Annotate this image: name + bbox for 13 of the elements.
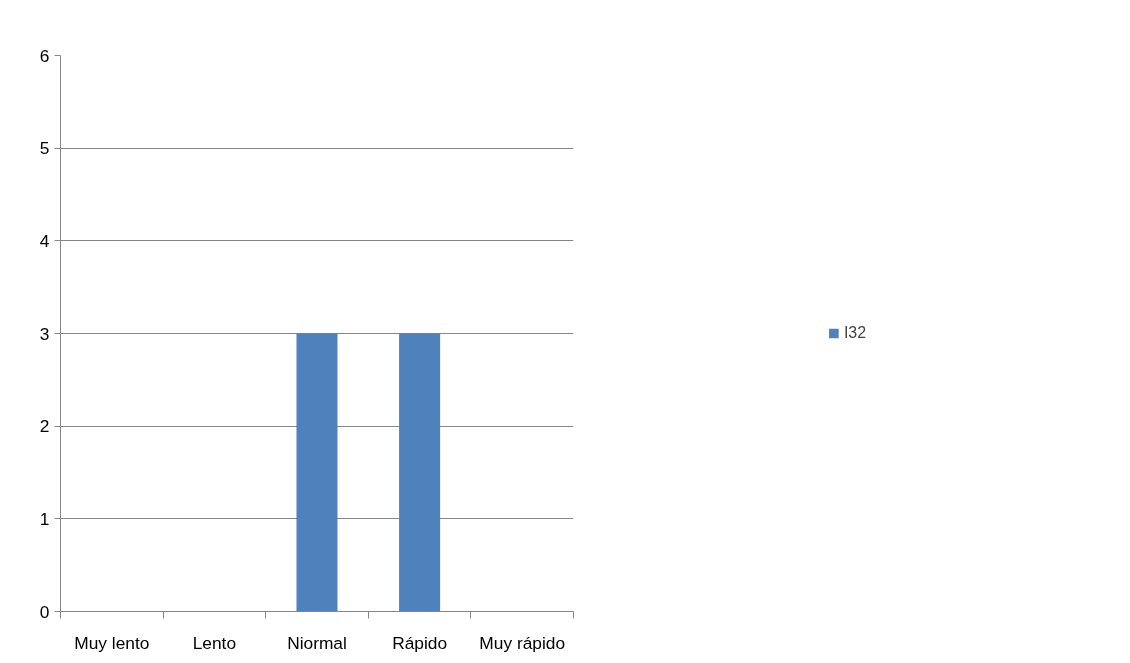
y-tick-label: 2 (39, 416, 50, 437)
y-tick-label: 4 (39, 230, 50, 251)
x-tick-label: Rápido (392, 632, 448, 653)
y-tick-label: 1 (39, 508, 50, 529)
x-tick-label: Niormal (287, 632, 347, 653)
x-tick-label: Muy rápido (479, 632, 566, 653)
x-tick-label: Lento (192, 632, 237, 653)
y-tick-label: 3 (39, 323, 50, 344)
y-tick-label: 5 (39, 138, 50, 159)
y-tick-label: 6 (39, 45, 50, 66)
x-tick-label: Muy lento (74, 632, 150, 653)
y-tick-label: 0 (39, 601, 50, 622)
legend-label: I32 (843, 324, 867, 342)
